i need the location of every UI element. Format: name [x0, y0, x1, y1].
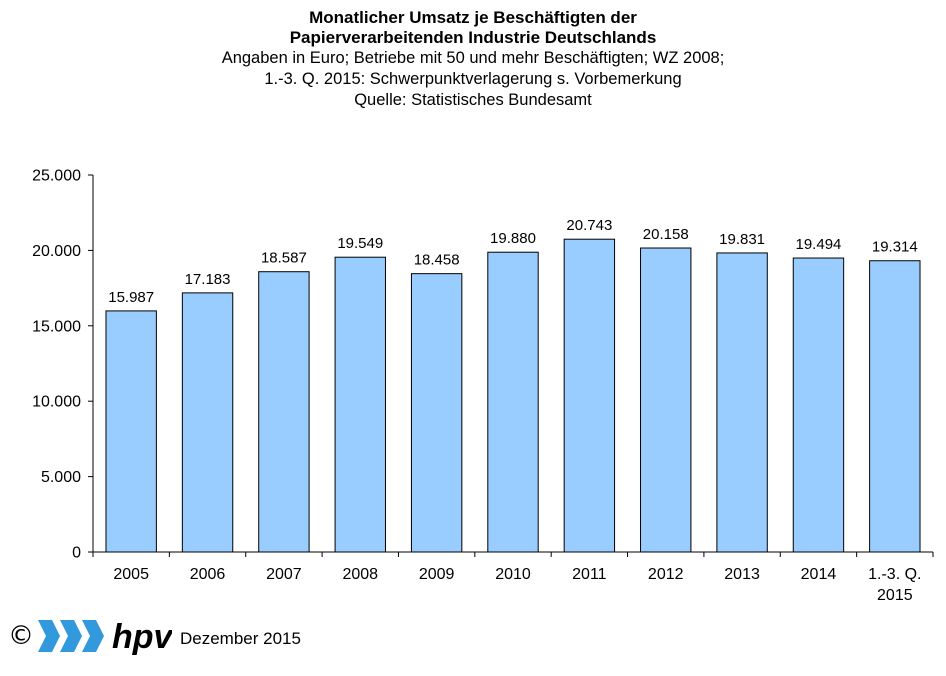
x-tick-label: 2012 — [648, 566, 684, 583]
logo-stripe — [38, 620, 60, 652]
bar — [563, 238, 616, 553]
bar — [869, 260, 921, 553]
x-axis: 2005 2006 2007 2008 2009 2010 2011 2012 2013 2014… — [92, 551, 934, 604]
y-tick-label: 20.000 — [32, 243, 81, 260]
chart-subtitle-line-3: Quelle: Statistisches Bundesamt — [354, 91, 592, 109]
copyright-icon: © — [8, 621, 34, 651]
data-label: 20.743 — [566, 217, 612, 234]
bar — [105, 310, 157, 553]
bar — [792, 257, 845, 553]
data-label: 20.158 — [643, 226, 689, 243]
hpv-logo-icon: hpv — [38, 618, 172, 656]
x-tick-label: 2007 — [266, 566, 302, 583]
bar — [181, 292, 234, 553]
x-tick-label: 2005 — [113, 566, 149, 583]
footer: © hpv Dezember 2015 — [8, 614, 301, 658]
chart-header: Monatlicher Umsatz je Beschäftigten der … — [0, 8, 946, 111]
data-label: 19.549 — [337, 235, 383, 252]
data-label: 19.494 — [796, 236, 842, 253]
chart-title-line-1: Monatlicher Umsatz je Beschäftigten der — [309, 8, 637, 27]
bars — [105, 238, 921, 553]
x-tick-label: 2011 — [572, 566, 607, 583]
data-label: 19.831 — [719, 231, 765, 248]
x-tick-label: 2009 — [419, 566, 455, 583]
bar — [258, 271, 310, 553]
x-tick-label: 2006 — [190, 566, 226, 583]
bar — [640, 247, 692, 553]
x-tick-label: 2008 — [342, 566, 378, 583]
y-tick-label: 25.000 — [32, 168, 81, 185]
y-tick-label: 0 — [72, 545, 81, 562]
bar — [334, 256, 386, 553]
chart-subtitle-line-2: 1.-3. Q. 2015: Schwerpunktverlagerung s.… — [264, 70, 682, 88]
x-tick-label: 1.-3. Q. — [868, 566, 921, 583]
x-tick-label: 2013 — [724, 566, 760, 583]
y-tick-label: 5.000 — [41, 469, 81, 486]
x-tick-label: 2014 — [801, 566, 837, 583]
data-label: 18.587 — [261, 250, 307, 267]
value-labels: 15.987 17.183 18.587 19.549 18.458 19.880 20.7… — [108, 217, 918, 306]
data-label: 18.458 — [414, 252, 460, 269]
data-label: 19.880 — [490, 230, 536, 247]
y-axis: 0 5.000 10.000 15.000 20.000 25.000 — [32, 168, 94, 562]
data-label: 15.987 — [108, 289, 154, 306]
chart-title-line-2: Papierverarbeitenden Industrie Deutschla… — [289, 28, 657, 47]
x-tick-label: 2010 — [495, 566, 531, 583]
data-label: 17.183 — [185, 271, 231, 288]
chart-subtitle-line-1: Angaben in Euro; Betriebe mit 50 und meh… — [221, 49, 725, 67]
logo-stripes-icon — [38, 620, 104, 652]
footer-date: Dezember 2015 — [180, 629, 301, 648]
data-label: 19.314 — [872, 239, 918, 256]
logo-stripe — [60, 620, 82, 652]
bar — [487, 251, 539, 553]
bar — [716, 252, 768, 553]
y-tick-label: 10.000 — [32, 394, 81, 411]
y-tick-label: 15.000 — [32, 318, 81, 335]
x-tick-label: 2015 — [877, 587, 913, 604]
logo-text: hpv — [112, 618, 172, 656]
logo-stripe — [82, 620, 104, 652]
bar — [410, 273, 463, 553]
